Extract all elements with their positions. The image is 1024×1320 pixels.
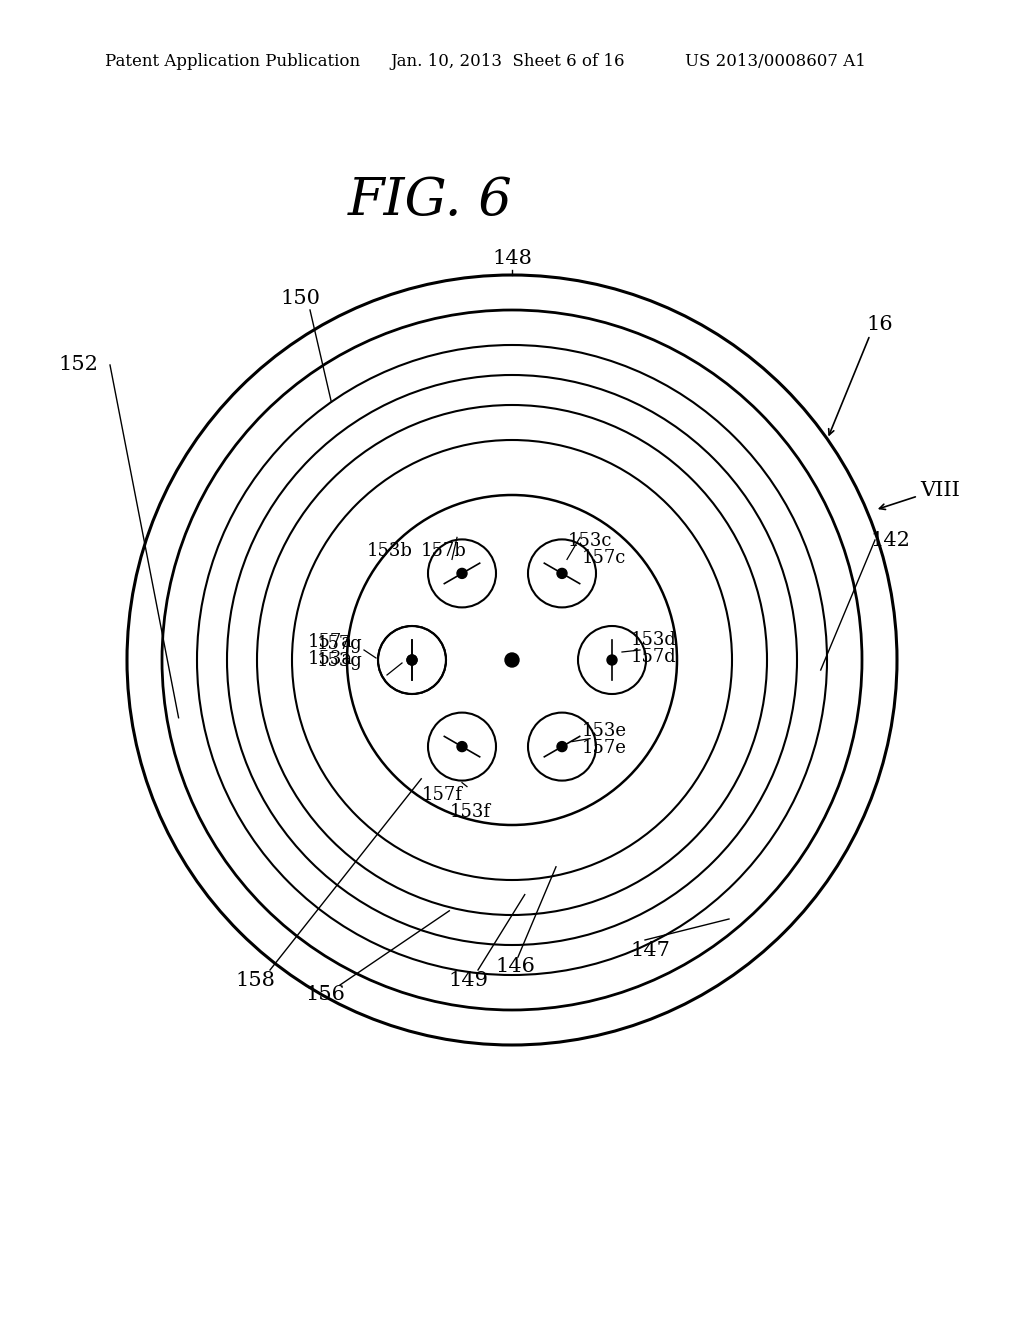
Text: 153a: 153a xyxy=(307,649,352,668)
Text: 150: 150 xyxy=(280,289,319,308)
Circle shape xyxy=(407,655,417,665)
Text: 153d: 153d xyxy=(631,631,677,649)
Circle shape xyxy=(607,655,617,665)
Text: 153b: 153b xyxy=(367,543,413,561)
Text: 158: 158 xyxy=(236,970,274,990)
Text: 156: 156 xyxy=(305,986,345,1005)
Circle shape xyxy=(557,569,567,578)
Circle shape xyxy=(557,742,567,751)
Text: 157f: 157f xyxy=(422,785,463,804)
Text: 153f: 153f xyxy=(450,803,490,821)
Text: 146: 146 xyxy=(495,957,535,977)
Text: 157d: 157d xyxy=(631,648,677,667)
Text: 148: 148 xyxy=(493,248,531,268)
Text: 142: 142 xyxy=(870,531,910,549)
Circle shape xyxy=(407,655,417,665)
Text: 157g: 157g xyxy=(317,635,362,653)
Text: 153e: 153e xyxy=(582,722,627,739)
Text: 157c: 157c xyxy=(582,549,627,568)
Text: Jan. 10, 2013  Sheet 6 of 16: Jan. 10, 2013 Sheet 6 of 16 xyxy=(390,54,625,70)
Text: 147: 147 xyxy=(630,940,670,960)
Circle shape xyxy=(505,653,519,667)
Text: US 2013/0008607 A1: US 2013/0008607 A1 xyxy=(685,54,866,70)
Text: 157b: 157b xyxy=(421,543,467,561)
Text: 16: 16 xyxy=(866,315,893,334)
Text: VIII: VIII xyxy=(920,480,959,499)
Circle shape xyxy=(457,742,467,751)
Circle shape xyxy=(457,569,467,578)
Text: 152: 152 xyxy=(58,355,98,375)
Text: FIG. 6: FIG. 6 xyxy=(347,174,512,226)
Text: Patent Application Publication: Patent Application Publication xyxy=(105,54,360,70)
Text: 157e: 157e xyxy=(582,739,627,756)
Text: 153g: 153g xyxy=(317,652,362,671)
Text: 153c: 153c xyxy=(567,532,612,550)
Text: 157a: 157a xyxy=(307,634,352,651)
Text: 149: 149 xyxy=(449,970,488,990)
